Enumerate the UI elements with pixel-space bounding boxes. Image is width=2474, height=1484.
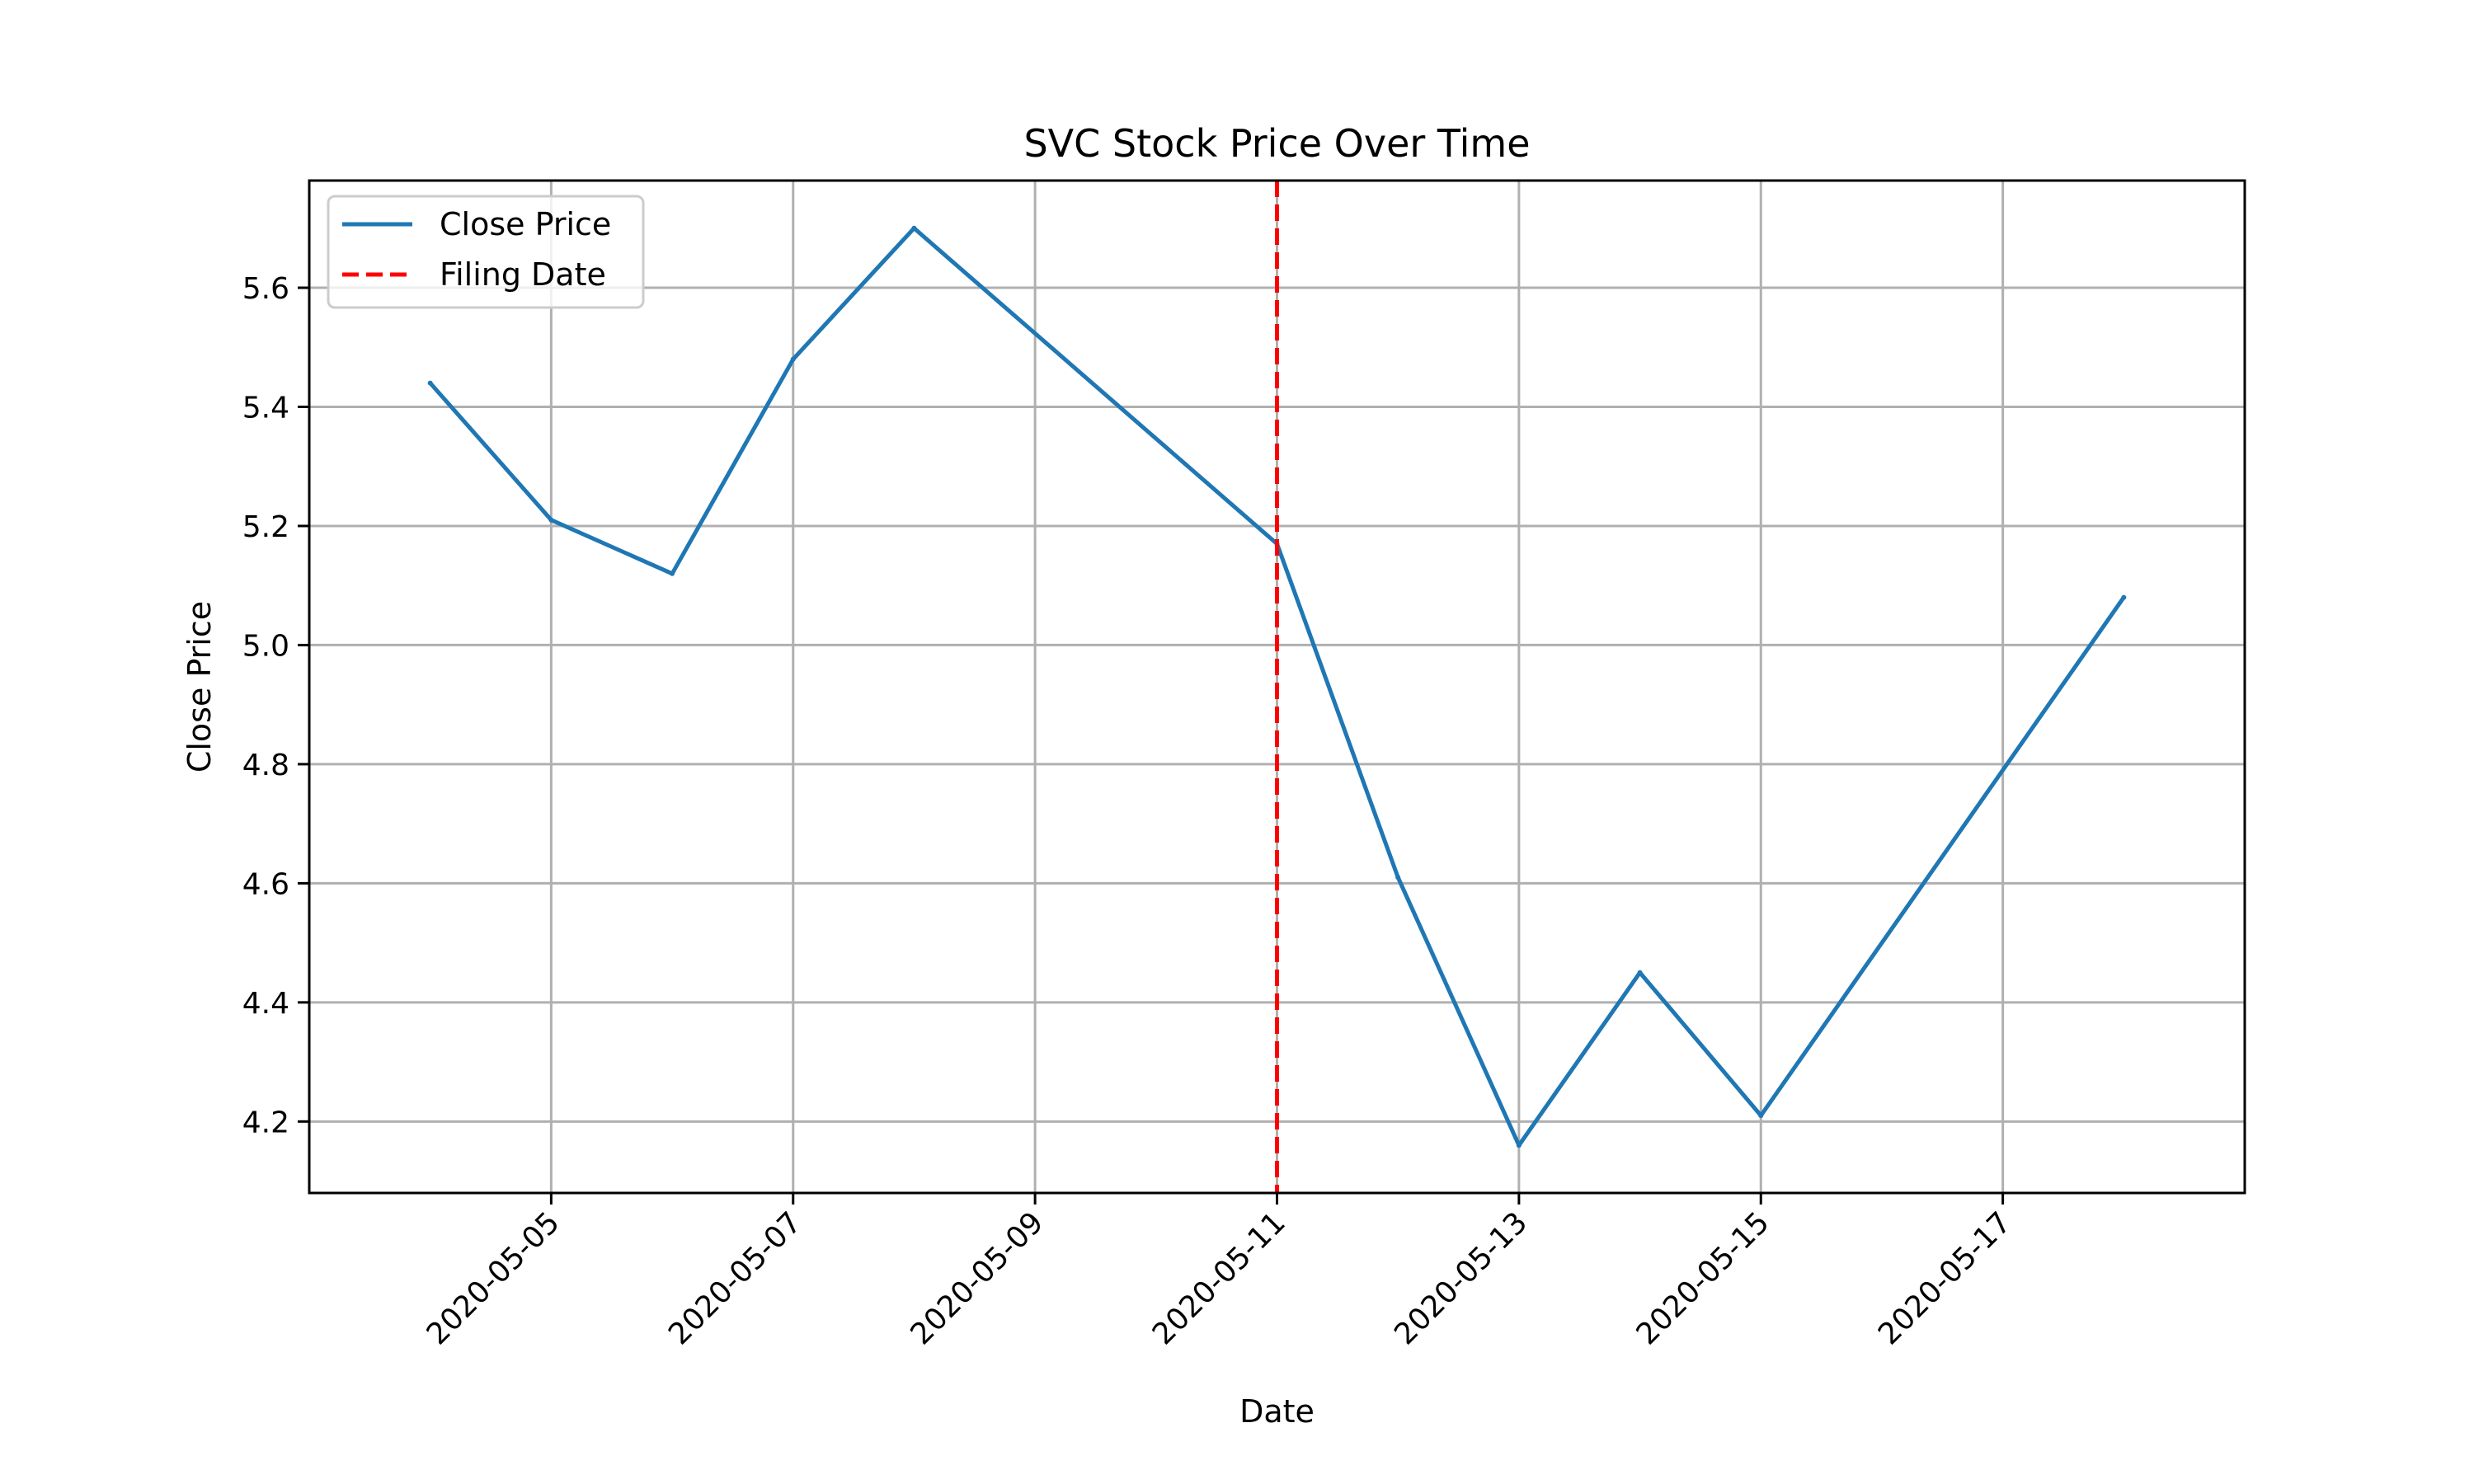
y-tick-label: 5.4 xyxy=(242,391,289,425)
data-point xyxy=(2121,594,2127,600)
data-point xyxy=(670,571,675,576)
chart-title: SVC Stock Price Over Time xyxy=(1023,121,1530,166)
y-tick-label: 4.8 xyxy=(242,749,289,782)
legend-label-filing-date: Filing Date xyxy=(440,256,606,293)
y-tick-label: 5.0 xyxy=(242,629,289,663)
data-point xyxy=(1637,970,1643,975)
series-layer xyxy=(427,181,2127,1193)
legend-label-close-price: Close Price xyxy=(440,206,611,242)
y-axis-label: Close Price xyxy=(181,601,218,773)
y-tick-label: 4.6 xyxy=(242,867,289,901)
data-point xyxy=(548,517,554,523)
data-point xyxy=(427,380,433,386)
data-point xyxy=(1758,1113,1764,1119)
x-axis-label: Date xyxy=(1239,1393,1315,1430)
y-tick-label: 4.4 xyxy=(242,987,289,1021)
y-tick-label: 5.6 xyxy=(242,272,289,306)
legend: Close Price Filing Date xyxy=(327,195,645,309)
data-point xyxy=(790,356,796,362)
data-point xyxy=(1395,875,1401,881)
data-point xyxy=(911,225,917,231)
data-point xyxy=(1516,1143,1522,1148)
y-tick-label: 4.2 xyxy=(242,1106,289,1139)
y-tick-label: 5.2 xyxy=(242,510,289,544)
